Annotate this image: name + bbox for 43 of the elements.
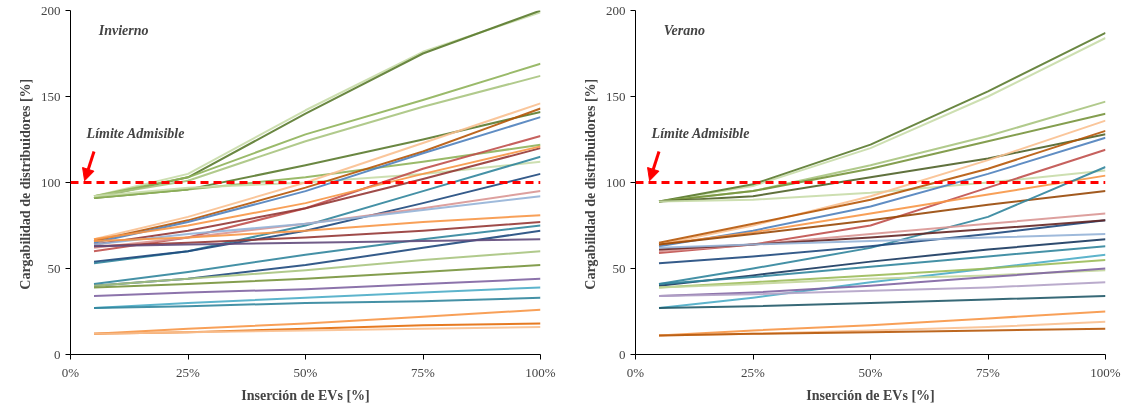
- y-tick-label: 100: [606, 174, 626, 190]
- y-tick-label: 200: [606, 2, 626, 18]
- y-tick-label: 50: [612, 260, 626, 276]
- line-series: [658, 219, 1106, 265]
- y-tick-label: 0: [54, 346, 61, 362]
- line-series: [93, 296, 541, 310]
- x-axis-title: Inserción de EVs [%]: [241, 387, 370, 403]
- x-tick-label: 0%: [626, 364, 645, 380]
- line-series: [658, 327, 1106, 337]
- y-axis-title: Cargabilidad de distribuidores [%]: [583, 78, 598, 290]
- x-tick-label: 75%: [411, 364, 436, 380]
- x-tick-label: 25%: [176, 364, 201, 380]
- annotation: Invierno: [97, 23, 149, 39]
- line-series: [658, 212, 1106, 253]
- line-series: [658, 190, 1106, 246]
- x-tick-label: 50%: [858, 364, 883, 380]
- line-series: [93, 277, 541, 298]
- line-series: [658, 281, 1106, 298]
- y-tick-label: 0: [619, 346, 626, 362]
- y-axis-title: Cargabilidad de distribuidores [%]: [18, 78, 33, 290]
- line-series: [93, 238, 541, 248]
- line-series: [658, 310, 1106, 337]
- x-tick-label: 25%: [741, 364, 766, 380]
- annotation: Verano: [663, 23, 705, 39]
- x-tick-label: 0%: [61, 364, 80, 380]
- x-tick-label: 100%: [525, 364, 556, 380]
- y-tick-label: 150: [41, 88, 61, 104]
- line-series: [658, 295, 1106, 310]
- ref-line-label: Límite Admisible: [85, 125, 185, 141]
- x-axis-title: Inserción de EVs [%]: [806, 387, 935, 403]
- y-tick-label: 150: [606, 88, 626, 104]
- y-tick-label: 200: [41, 2, 61, 18]
- x-tick-label: 50%: [293, 364, 318, 380]
- y-tick-label: 50: [47, 260, 61, 276]
- line-series: [93, 264, 541, 289]
- y-tick-label: 100: [41, 174, 61, 190]
- x-tick-label: 100%: [1090, 364, 1121, 380]
- line-series: [658, 219, 1106, 251]
- line-series: [658, 233, 1106, 249]
- ref-line-label: Límite Admisible: [650, 125, 750, 141]
- line-series: [658, 269, 1106, 289]
- x-tick-label: 75%: [976, 364, 1001, 380]
- line-series: [93, 250, 541, 287]
